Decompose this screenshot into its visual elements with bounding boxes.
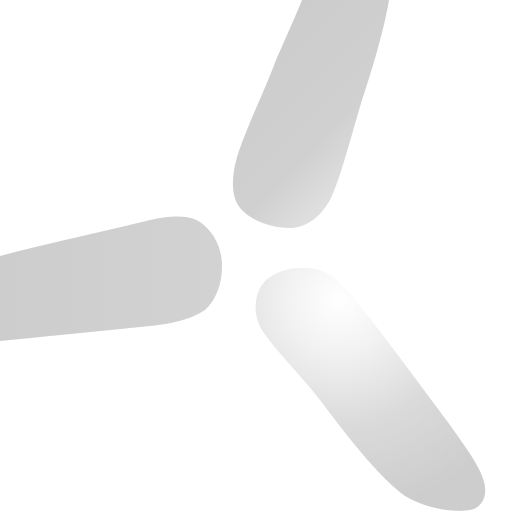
fan-blade-top bbox=[232, 0, 389, 228]
fan-blade-bottom bbox=[255, 267, 486, 511]
fan-blade-left bbox=[0, 216, 222, 341]
